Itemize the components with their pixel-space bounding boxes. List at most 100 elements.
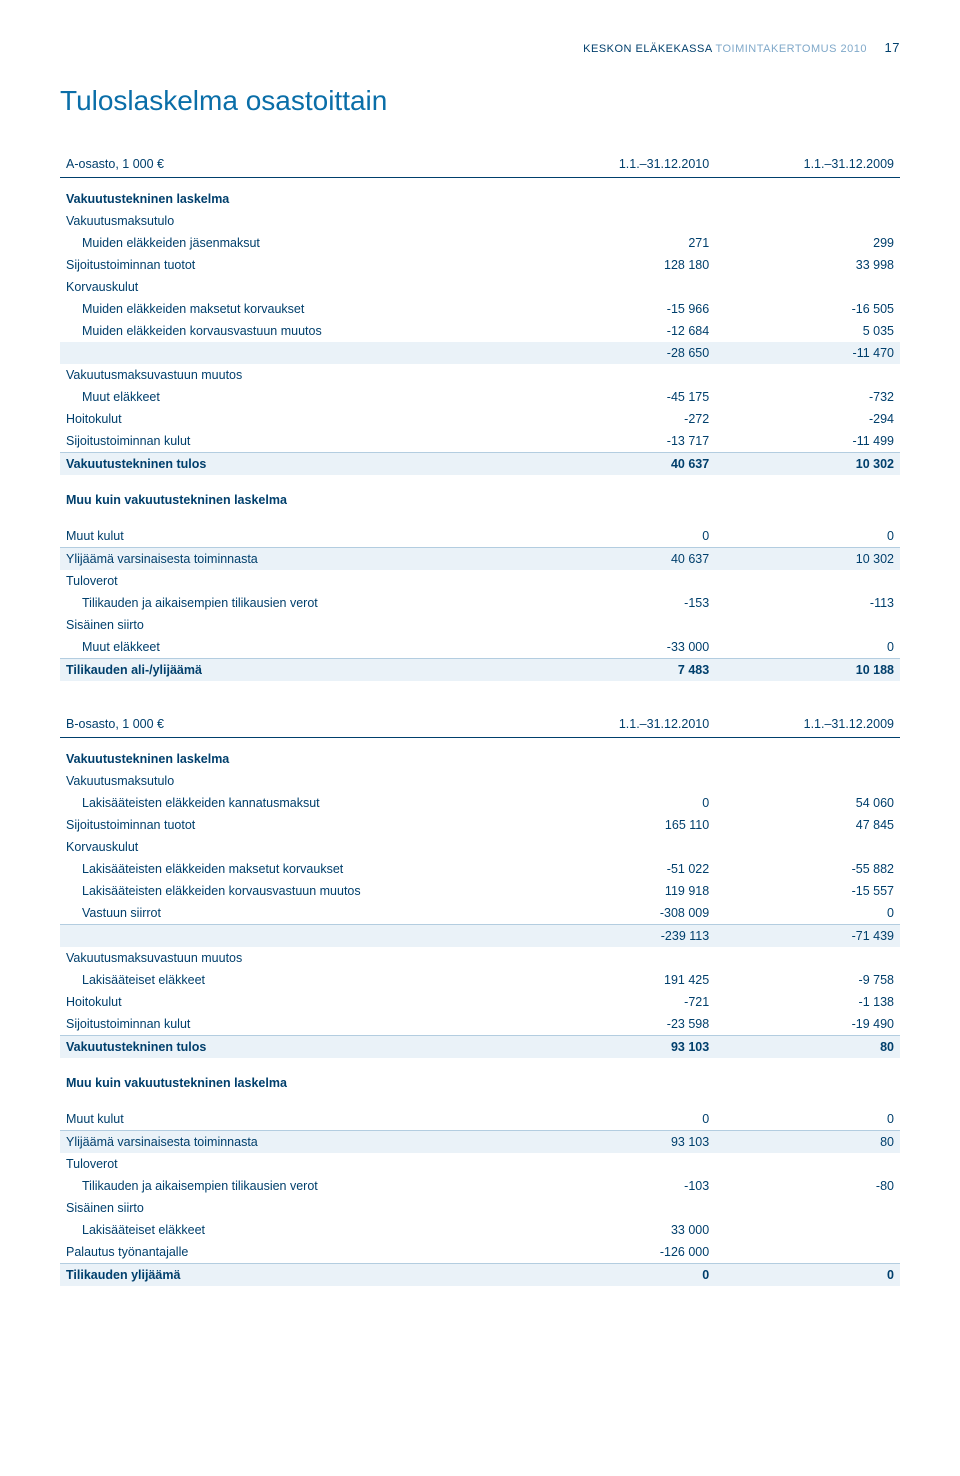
table-row: Sijoitustoiminnan kulut-13 717-11 499 [60, 430, 900, 453]
row-label: Vakuutustekninen tulos [60, 453, 530, 476]
table-row: Hoitokulut-272-294 [60, 408, 900, 430]
row-value-1 [530, 364, 715, 386]
row-label: Tuloverot [60, 1153, 530, 1175]
table-b: B-osasto, 1 000 € 1.1.–31.12.2010 1.1.–3… [60, 713, 900, 1286]
row-label: Korvauskulut [60, 836, 530, 858]
row-label: Tilikauden ja aikaisempien tilikausien v… [60, 1175, 530, 1197]
row-value-1: 271 [530, 232, 715, 254]
row-value-2: -11 499 [715, 430, 900, 453]
row-value-1: -51 022 [530, 858, 715, 880]
row-label: Vakuutustekninen laskelma [60, 738, 530, 771]
row-value-1: -308 009 [530, 902, 715, 925]
row-value-1: 128 180 [530, 254, 715, 276]
table-b-body: Vakuutustekninen laskelmaVakuutusmaksutu… [60, 738, 900, 1287]
row-label: Hoitokulut [60, 408, 530, 430]
row-value-1: -12 684 [530, 320, 715, 342]
header-page-number: 17 [885, 40, 900, 55]
row-label: Vakuutustekninen laskelma [60, 178, 530, 211]
table-row: Vakuutusmaksutulo [60, 770, 900, 792]
row-value-1: -15 966 [530, 298, 715, 320]
table-row: Tilikauden ja aikaisempien tilikausien v… [60, 592, 900, 614]
row-value-1: -272 [530, 408, 715, 430]
table-a: A-osasto, 1 000 € 1.1.–31.12.2010 1.1.–3… [60, 153, 900, 681]
row-value-2: 10 188 [715, 659, 900, 682]
row-value-1 [530, 489, 715, 511]
row-value-1: -13 717 [530, 430, 715, 453]
table-row: Ylijäämä varsinaisesta toiminnasta40 637… [60, 548, 900, 571]
row-value-2: -19 490 [715, 1013, 900, 1036]
row-label: Muut eläkkeet [60, 636, 530, 659]
table-row: Sijoitustoiminnan tuotot128 18033 998 [60, 254, 900, 276]
row-value-2: -294 [715, 408, 900, 430]
row-value-1 [530, 276, 715, 298]
row-value-2 [715, 276, 900, 298]
row-value-2: 0 [715, 1108, 900, 1131]
table-row: Vastuun siirrot-308 0090 [60, 902, 900, 925]
row-value-2 [715, 1197, 900, 1219]
row-value-2: -732 [715, 386, 900, 408]
row-label: Tilikauden ja aikaisempien tilikausien v… [60, 592, 530, 614]
row-value-2 [715, 210, 900, 232]
table-row: Muut kulut00 [60, 1108, 900, 1131]
table-row: Hoitokulut-721-1 138 [60, 991, 900, 1013]
row-label: Sijoitustoiminnan tuotot [60, 254, 530, 276]
row-value-2 [715, 1219, 900, 1241]
row-value-1: -28 650 [530, 342, 715, 364]
table-row: Muiden eläkkeiden korvausvastuun muutos-… [60, 320, 900, 342]
row-label: Tilikauden ali-/ylijäämä [60, 659, 530, 682]
table-row: Muut eläkkeet-33 0000 [60, 636, 900, 659]
row-value-1: 7 483 [530, 659, 715, 682]
row-label: Muut kulut [60, 1108, 530, 1131]
row-label: Muut eläkkeet [60, 386, 530, 408]
row-value-1: 40 637 [530, 453, 715, 476]
row-value-2: 10 302 [715, 548, 900, 571]
row-label: Vakuutusmaksuvastuun muutos [60, 947, 530, 969]
row-value-2: -11 470 [715, 342, 900, 364]
row-value-2 [715, 947, 900, 969]
table-row: Vakuutusmaksuvastuun muutos [60, 364, 900, 386]
row-value-1: 33 000 [530, 1219, 715, 1241]
table-row [60, 1058, 900, 1072]
row-label: Sisäinen siirto [60, 1197, 530, 1219]
row-value-2 [715, 1072, 900, 1094]
table-b-header-row: B-osasto, 1 000 € 1.1.–31.12.2010 1.1.–3… [60, 713, 900, 738]
row-label: Vastuun siirrot [60, 902, 530, 925]
row-label: Ylijäämä varsinaisesta toiminnasta [60, 1131, 530, 1154]
table-row: Vakuutustekninen tulos93 10380 [60, 1036, 900, 1059]
row-value-1: 0 [530, 525, 715, 548]
row-value-2 [715, 836, 900, 858]
table-row: Tilikauden ylijäämä00 [60, 1264, 900, 1287]
table-row: -28 650-11 470 [60, 342, 900, 364]
row-value-2: -9 758 [715, 969, 900, 991]
row-value-1: -103 [530, 1175, 715, 1197]
table-b-col2: 1.1.–31.12.2009 [715, 713, 900, 738]
row-label: Muu kuin vakuutustekninen laskelma [60, 489, 530, 511]
table-row: Muiden eläkkeiden maksetut korvaukset-15… [60, 298, 900, 320]
row-value-2: 5 035 [715, 320, 900, 342]
row-value-1 [530, 1072, 715, 1094]
row-value-2: 33 998 [715, 254, 900, 276]
row-value-2 [715, 1241, 900, 1264]
row-label: Ylijäämä varsinaisesta toiminnasta [60, 548, 530, 571]
table-row: Sisäinen siirto [60, 614, 900, 636]
row-value-1: 191 425 [530, 969, 715, 991]
table-a-col1: 1.1.–31.12.2010 [530, 153, 715, 178]
row-value-2 [715, 738, 900, 771]
row-label: Muut kulut [60, 525, 530, 548]
row-value-2 [715, 364, 900, 386]
row-value-2 [715, 614, 900, 636]
table-row: Lakisääteiset eläkkeet191 425-9 758 [60, 969, 900, 991]
row-value-2: -15 557 [715, 880, 900, 902]
row-value-2: -113 [715, 592, 900, 614]
table-row: Muu kuin vakuutustekninen laskelma [60, 489, 900, 511]
row-value-2: 80 [715, 1036, 900, 1059]
table-row: Vakuutustekninen tulos40 63710 302 [60, 453, 900, 476]
row-value-2 [715, 489, 900, 511]
table-a-header-row: A-osasto, 1 000 € 1.1.–31.12.2010 1.1.–3… [60, 153, 900, 178]
row-value-1 [530, 738, 715, 771]
table-a-body: Vakuutustekninen laskelmaVakuutusmaksutu… [60, 178, 900, 682]
row-label: Tilikauden ylijäämä [60, 1264, 530, 1287]
row-value-2: -71 439 [715, 925, 900, 948]
row-label: Muu kuin vakuutustekninen laskelma [60, 1072, 530, 1094]
row-value-2: 299 [715, 232, 900, 254]
